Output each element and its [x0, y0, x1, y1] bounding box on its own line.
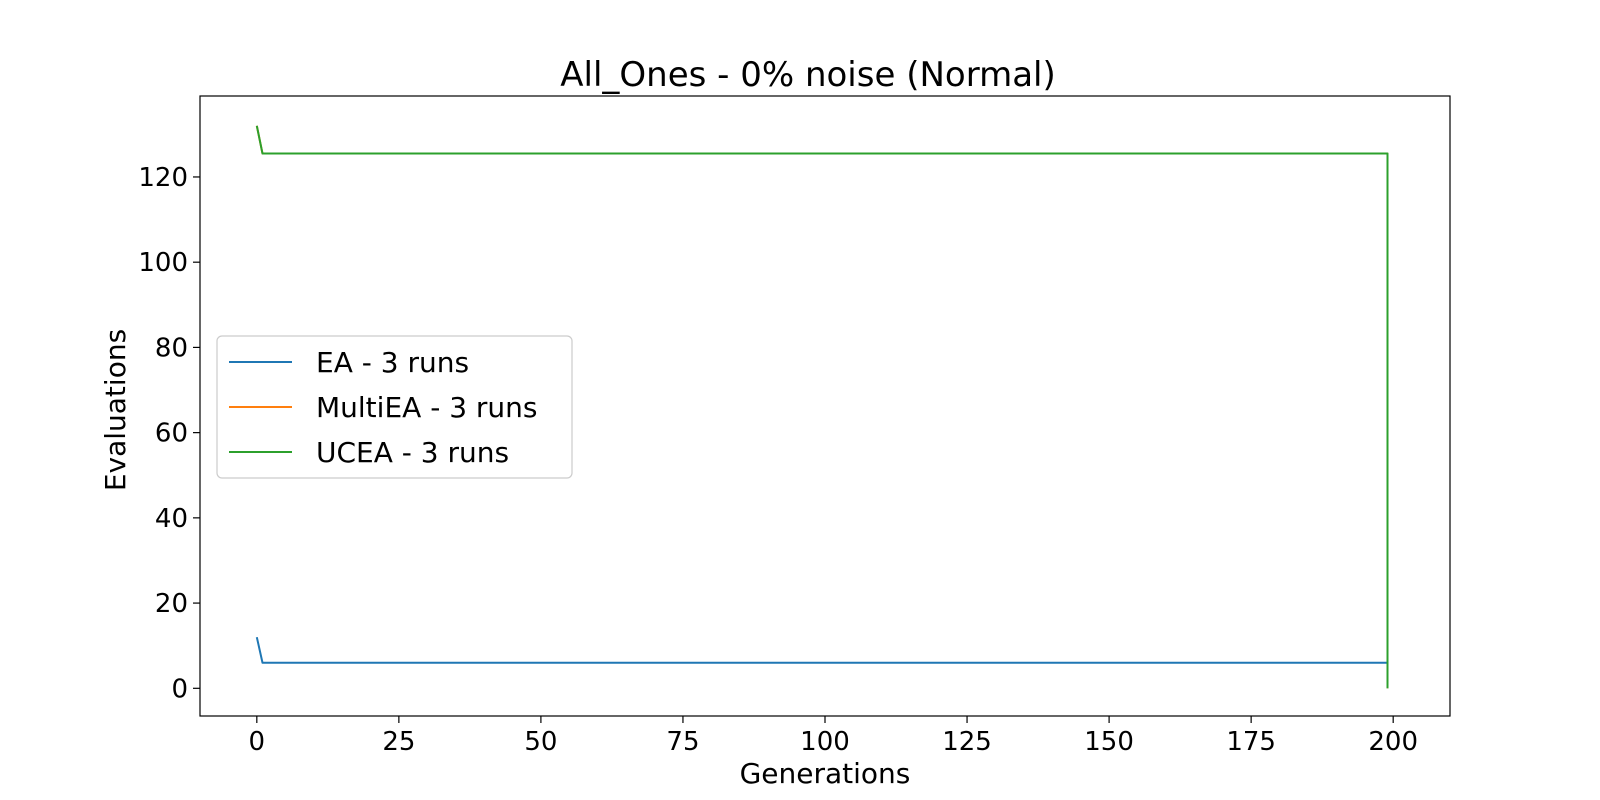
x-axis-label: Generations — [740, 757, 911, 790]
x-tick-label: 50 — [524, 727, 557, 757]
y-tick-label: 20 — [155, 589, 188, 619]
plot-frame — [199, 95, 1451, 717]
chart-title: All_Ones - 0% noise (Normal) — [560, 55, 1056, 95]
legend-label-1: EA - 3 runs — [316, 346, 469, 379]
y-tick-label: 80 — [155, 333, 188, 363]
x-tick-label: 75 — [666, 727, 699, 757]
x-tick-label: 0 — [249, 727, 266, 757]
legend: EA - 3 runs MultiEA - 3 runs UCEA - 3 runs — [216, 335, 573, 479]
legend-box — [216, 335, 573, 479]
x-tick-label: 100 — [800, 727, 850, 757]
y-tick-label: 100 — [138, 248, 188, 278]
y-tick-label: 40 — [155, 504, 188, 534]
series-line-3 — [255, 125, 1389, 689]
x-tick-label: 175 — [1226, 727, 1276, 757]
x-tick-label: 25 — [382, 727, 415, 757]
x-axis: 0 25 50 75 100 125 150 175 200 — [249, 716, 1418, 757]
y-axis: 0 20 40 60 80 100 120 — [138, 163, 200, 704]
y-tick-label: 120 — [138, 163, 188, 193]
y-tick-label: 60 — [155, 419, 188, 449]
y-tick-label: 0 — [171, 674, 188, 704]
x-tick-label: 150 — [1084, 727, 1134, 757]
legend-label-3: UCEA - 3 runs — [316, 436, 509, 469]
series-layer — [255, 125, 1389, 689]
x-tick-label: 125 — [942, 727, 992, 757]
legend-label-2: MultiEA - 3 runs — [316, 391, 538, 424]
y-axis-label: Evaluations — [99, 329, 132, 491]
x-tick-label: 200 — [1368, 727, 1418, 757]
